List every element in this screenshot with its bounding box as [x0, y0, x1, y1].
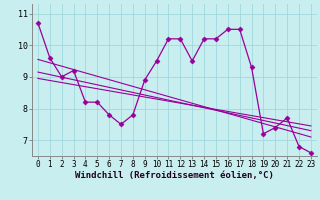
X-axis label: Windchill (Refroidissement éolien,°C): Windchill (Refroidissement éolien,°C): [75, 171, 274, 180]
